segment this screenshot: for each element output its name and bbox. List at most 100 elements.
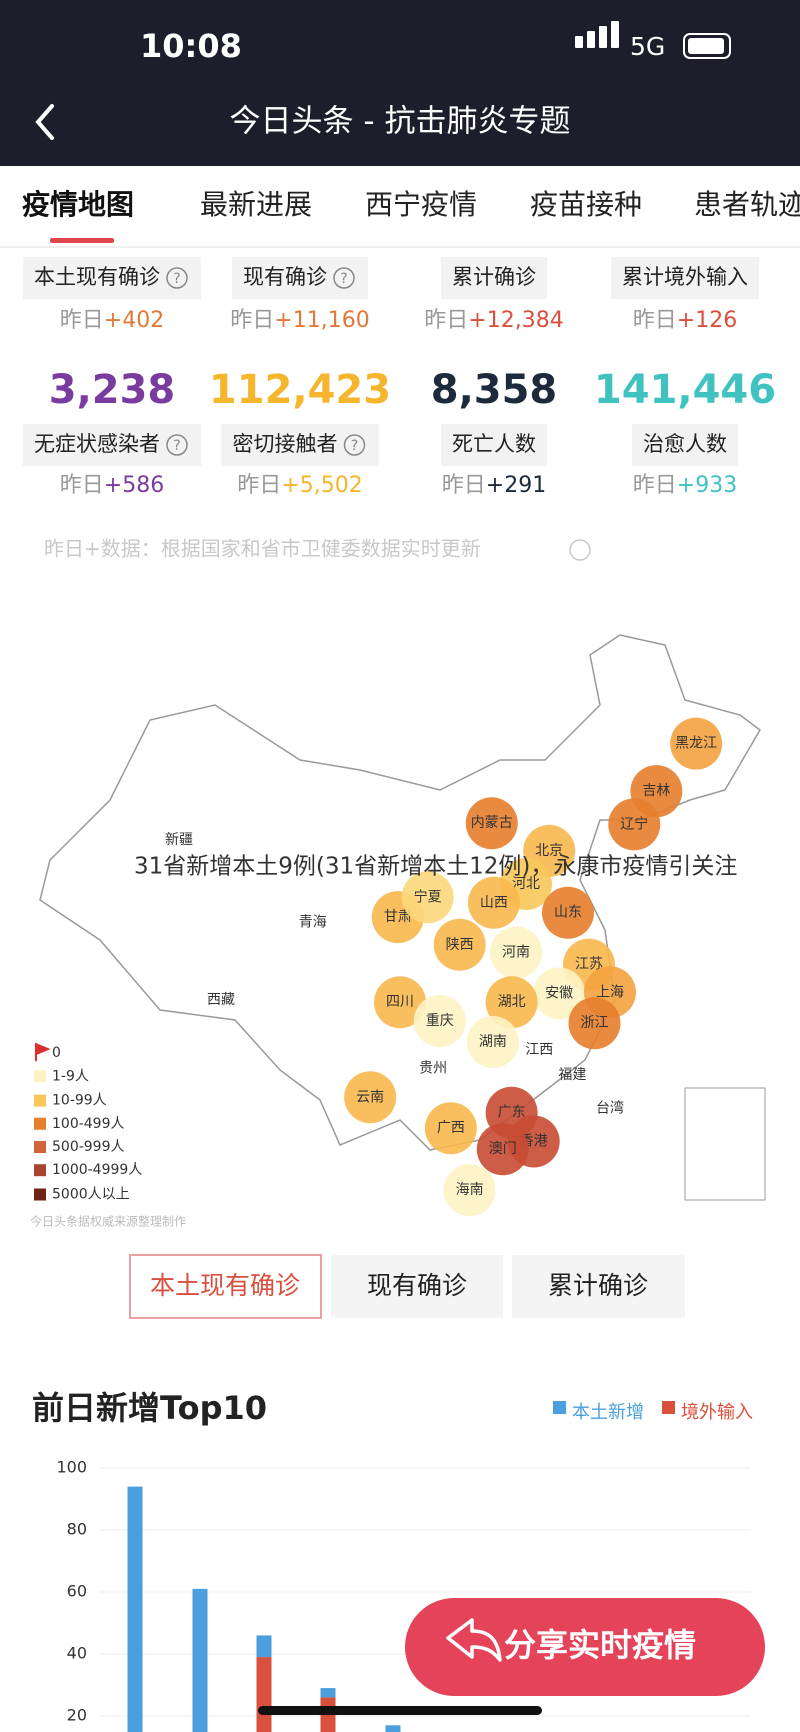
stat-label: 累计确诊 — [452, 265, 536, 289]
stat-delta: 昨日+126 — [633, 308, 737, 333]
y-tick-label: 40 — [67, 1644, 87, 1663]
stat-label: 本土现有确诊 — [34, 265, 160, 289]
tab[interactable]: 西宁疫情 — [365, 188, 477, 221]
delta-prefix: 昨日 — [60, 473, 104, 498]
legend-swatch — [34, 1164, 46, 1177]
province-area — [670, 717, 723, 770]
province-label: 湖南 — [479, 1034, 507, 1050]
province-label: 浙江 — [580, 1015, 608, 1031]
stat-delta: 昨日+291 — [442, 473, 546, 498]
province-area — [443, 1164, 496, 1217]
stat-label-bg — [232, 257, 368, 299]
battery-icon — [683, 33, 731, 59]
province-label: 山西 — [480, 895, 508, 911]
bar — [256, 1657, 272, 1732]
stat-label: 死亡人数 — [452, 432, 536, 456]
legend-label: 1000-4999人 — [52, 1162, 142, 1178]
stat-label: 现有确诊 — [243, 265, 327, 289]
province-label: 海南 — [456, 1182, 484, 1198]
share-button[interactable] — [405, 1598, 765, 1696]
info-icon-mark: ? — [173, 271, 180, 287]
province-label: 江西 — [525, 1042, 553, 1058]
stat-label-bg — [632, 424, 738, 466]
info-icon — [166, 434, 188, 456]
share-label[interactable]: 分享实时疫情 — [504, 1626, 696, 1664]
province-label: 重庆 — [426, 1013, 454, 1029]
province-area — [401, 871, 454, 924]
stat-value: 3,238 — [49, 367, 176, 413]
toggle-button[interactable]: 累计确诊 — [548, 1271, 648, 1300]
tab[interactable]: 最新进展 — [200, 188, 312, 221]
province-area — [467, 876, 520, 929]
province-label: 黑龙江 — [675, 736, 717, 752]
legend-swatch — [34, 1117, 46, 1130]
legend-label: 100-499人 — [52, 1116, 125, 1132]
top-bar — [0, 0, 800, 166]
province-label: 辽宁 — [620, 815, 648, 832]
tab-indicator — [50, 238, 114, 243]
button-frame — [331, 1255, 503, 1318]
province-area — [466, 1016, 519, 1069]
province-label: 台湾 — [596, 1099, 624, 1116]
stat-label: 密切接触者 — [233, 432, 338, 456]
province-area — [465, 797, 518, 850]
tab[interactable]: 患者轨迹 — [694, 188, 800, 221]
delta-value: +126 — [677, 308, 737, 333]
delta-value: +5,502 — [281, 473, 362, 498]
province-area — [424, 1102, 477, 1155]
delta-value: +291 — [486, 473, 546, 498]
province-label: 宁夏 — [414, 888, 442, 905]
stat-label-bg — [441, 424, 547, 466]
toggle-button[interactable]: 现有确诊 — [367, 1271, 467, 1300]
province-area — [568, 997, 621, 1050]
province-label: 福建 — [558, 1067, 586, 1083]
province-label: 河南 — [502, 945, 530, 961]
legend-label: 0 — [52, 1045, 61, 1061]
province-label: 青海 — [299, 915, 327, 931]
note: 昨日+数据：根据国家和省市卫健委数据实时更新 — [44, 537, 481, 561]
network: 5G — [630, 32, 665, 61]
stat-delta: 昨日+11,160 — [230, 308, 369, 333]
legend-swatch — [662, 1401, 675, 1414]
stat-label-bg — [23, 257, 201, 299]
stat-label: 累计境外输入 — [622, 265, 748, 289]
delta-prefix: 昨日 — [424, 308, 468, 333]
map-source: 今日头条据权威来源整理制作 — [30, 1214, 186, 1229]
back-button[interactable] — [35, 104, 54, 140]
province-area — [490, 926, 543, 979]
legend-swatch — [34, 1094, 46, 1107]
delta-value: +402 — [104, 308, 164, 333]
header-title: 今日头条 - 抗击肺炎专题 — [230, 104, 571, 140]
province-label: 甘肃 — [384, 909, 412, 925]
signal-icon — [611, 21, 619, 48]
stat-label-bg — [441, 257, 547, 299]
delta-prefix: 昨日 — [230, 308, 274, 333]
bar — [385, 1725, 401, 1732]
province-label: 山东 — [554, 905, 582, 921]
button-frame — [512, 1255, 685, 1318]
delta-prefix: 昨日 — [633, 308, 677, 333]
stat-value: 141,446 — [594, 367, 776, 413]
tab[interactable]: 疫苗接种 — [530, 188, 642, 221]
province-label: 内蒙古 — [471, 815, 513, 831]
delta-prefix: 昨日 — [60, 308, 104, 333]
province-area — [541, 886, 594, 939]
legend-label: 500-999人 — [52, 1139, 125, 1155]
overlay-caption: 31省新增本土9例(31省新增本土12例)，永康市疫情引关注 — [134, 854, 737, 880]
delta-value: +586 — [104, 473, 164, 498]
home-indicator — [258, 1706, 542, 1715]
province-label: 广西 — [437, 1120, 465, 1136]
info-icon — [343, 434, 366, 456]
time: 10:08 — [140, 27, 242, 65]
legend-label[interactable]: 境外输入 — [681, 1402, 753, 1423]
legend-swatch — [34, 1140, 46, 1153]
tab[interactable]: 疫情地图 — [22, 188, 134, 221]
province-label: 安徽 — [545, 985, 573, 1001]
delta-prefix: 昨日 — [633, 473, 677, 498]
legend-label[interactable]: 本土新增 — [572, 1402, 644, 1423]
province-label: 上海 — [596, 984, 624, 1000]
y-tick-label: 100 — [56, 1458, 87, 1477]
toggle-button[interactable]: 本土现有确诊 — [150, 1271, 300, 1300]
